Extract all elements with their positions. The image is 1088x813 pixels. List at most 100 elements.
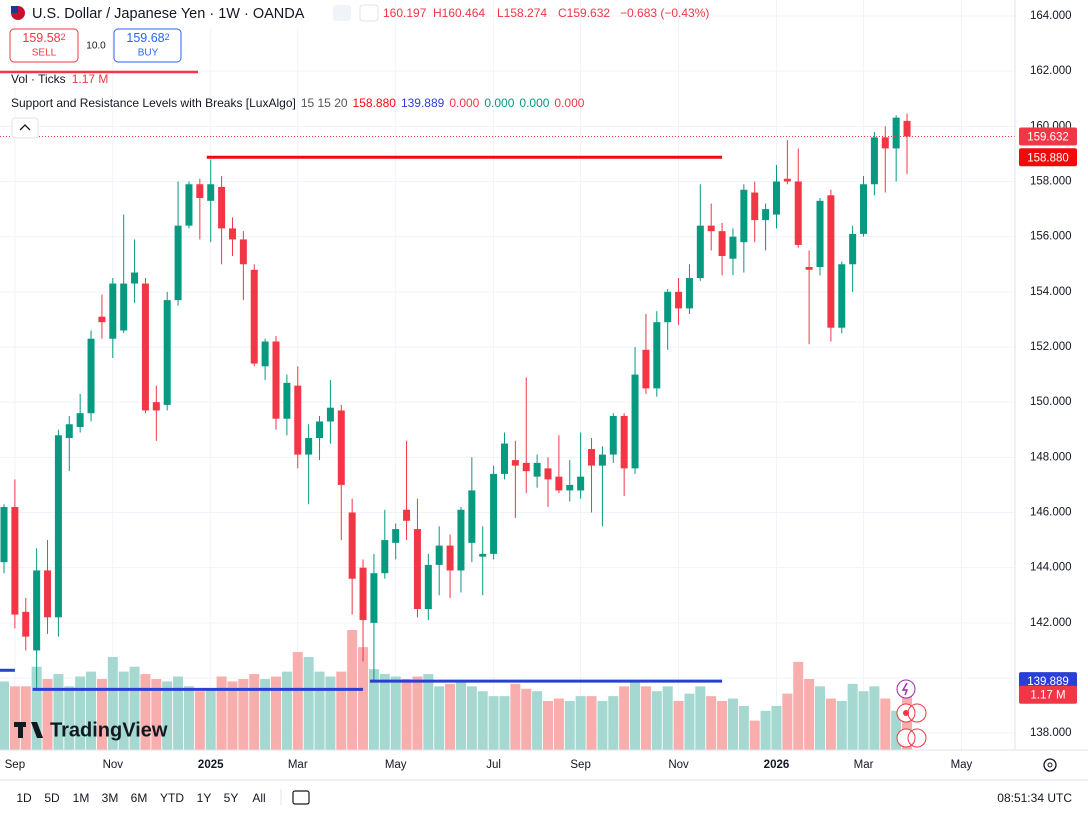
logo-mark: [31, 722, 43, 738]
candle-body: [337, 410, 345, 485]
candle-body: [490, 473, 498, 554]
buy-price-main: 159.68: [126, 31, 164, 45]
symbol-flag-canton: [11, 6, 18, 13]
hide-button[interactable]: [333, 5, 351, 21]
candle-body: [598, 454, 606, 466]
y-tick-label: 158.000: [1030, 176, 1072, 188]
y-tick-label: 164.000: [1030, 10, 1072, 22]
candle-body: [239, 239, 247, 265]
sell-button[interactable]: [9, 28, 79, 63]
volume-bar: [477, 691, 488, 750]
candle-body: [685, 278, 693, 309]
volume-bar: [651, 691, 662, 750]
candle-body: [838, 264, 846, 328]
candle-body: [294, 385, 302, 455]
volume-legend: Vol · Ticks 1.17 M: [11, 72, 108, 86]
candle-body: [849, 233, 857, 265]
candle-body: [359, 567, 367, 621]
volume-bar: [891, 710, 902, 750]
candle-body: [772, 181, 780, 215]
candle-body: [805, 267, 813, 270]
event-icon[interactable]: [896, 679, 916, 699]
price-label-box: [1019, 685, 1077, 704]
volume-bar: [771, 705, 782, 750]
candle-body: [479, 553, 487, 557]
candle-body: [272, 341, 280, 419]
volume-bar: [86, 671, 97, 750]
volume-bar: [358, 647, 369, 750]
range-button[interactable]: YTD: [160, 791, 184, 805]
price-label-box: [1019, 672, 1077, 691]
volume-bar: [673, 701, 684, 750]
candle-body: [577, 476, 585, 491]
volume-bar: [162, 681, 173, 750]
range-button[interactable]: 1D: [16, 791, 32, 805]
candle-body: [403, 509, 411, 521]
volume-bar: [543, 701, 553, 750]
candle-body: [44, 570, 52, 618]
buy-price: 159.682: [126, 31, 169, 45]
event-icon[interactable]: [907, 703, 927, 723]
y-tick-label: 146.000: [1030, 507, 1072, 519]
clock: 08:51:34 UTC: [997, 791, 1072, 805]
candle-body: [76, 413, 84, 427]
candle-body: [413, 529, 421, 610]
header-bg: [0, 0, 382, 28]
price-label: 1.17 M: [1030, 690, 1065, 702]
x-tick-label: May: [385, 759, 407, 771]
ohlc-low: L158.274: [497, 6, 547, 20]
event-icon-dot: [903, 710, 909, 716]
range-button[interactable]: 6M: [131, 791, 148, 805]
candle-body: [65, 424, 73, 439]
range-button[interactable]: All: [252, 791, 265, 805]
volume-bar: [597, 701, 608, 750]
candle-body: [718, 231, 726, 256]
volume-bar: [684, 693, 695, 750]
candle-body: [348, 512, 356, 579]
candle-body: [903, 120, 911, 137]
sell-price-main: 159.58: [22, 31, 60, 45]
collapse-legend-button[interactable]: [11, 117, 39, 139]
indicator-legend: Support and Resistance Levels with Break…: [11, 96, 585, 110]
volume-value: 1.17 M: [72, 72, 109, 86]
volume-bar: [749, 720, 760, 750]
x-tick-label: 2026: [764, 759, 790, 771]
range-button[interactable]: 5Y: [224, 791, 239, 805]
volume-bar: [64, 686, 75, 750]
volume-bar: [151, 678, 162, 750]
buy-button[interactable]: [113, 28, 182, 63]
range-button[interactable]: 5D: [44, 791, 60, 805]
indicator-value: 0.000: [554, 96, 584, 110]
volume-bar: [521, 688, 532, 750]
candle-body: [762, 209, 770, 221]
range-button[interactable]: 1Y: [197, 791, 212, 805]
candle-body: [228, 228, 236, 240]
volume-bar: [717, 701, 728, 750]
event-icon[interactable]: [907, 728, 927, 748]
volume-bar: [510, 683, 521, 750]
volume-bar: [260, 678, 271, 750]
volume-bar: [804, 678, 815, 750]
candle-body: [370, 573, 378, 623]
event-icon[interactable]: [896, 728, 916, 748]
volume-bar: [292, 652, 303, 750]
candle-body: [435, 545, 443, 565]
volume-bar: [249, 674, 260, 750]
range-button[interactable]: 1M: [73, 791, 90, 805]
volume-bar: [553, 698, 564, 750]
y-tick-label: 144.000: [1030, 562, 1072, 574]
volume-bar: [880, 698, 891, 750]
date-range-button[interactable]: [292, 790, 310, 805]
volume-bar: [9, 686, 20, 750]
candle-body: [751, 192, 759, 221]
indicator-params: 15 15 20: [301, 96, 348, 110]
volume-bar: [129, 666, 140, 750]
settings-gear[interactable]: [1043, 758, 1057, 772]
volume-bar: [869, 686, 880, 750]
symbol-title[interactable]: U.S. Dollar / Japanese Yen · 1W · OANDA: [32, 6, 305, 22]
range-button[interactable]: 3M: [102, 791, 119, 805]
volume-bar: [173, 676, 184, 750]
volume-bar: [118, 671, 129, 750]
y-tick-label: 142.000: [1030, 617, 1072, 629]
settings-button[interactable]: [359, 4, 379, 22]
